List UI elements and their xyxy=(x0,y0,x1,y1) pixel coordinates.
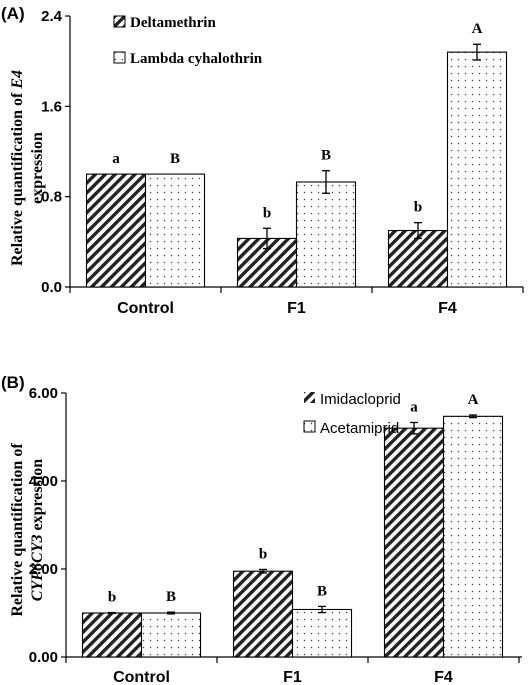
significance-letter: b xyxy=(414,200,422,216)
category-label-control: Control xyxy=(113,669,170,685)
legend-swatch-imidacloprid xyxy=(304,392,315,403)
bar-deltamethrin-control xyxy=(85,173,147,288)
y-tick-label: 2.4 xyxy=(41,8,63,25)
bar-imidacloprid-f4 xyxy=(383,427,445,658)
significance-letter: a xyxy=(112,151,120,167)
category-label-control: Control xyxy=(117,300,174,317)
legend-label-acetamiprid: Acetamiprid xyxy=(320,420,399,437)
bar-imidacloprid-f1 xyxy=(232,570,294,658)
y-tick-label: 0.00 xyxy=(29,649,58,666)
significance-letter: b xyxy=(108,590,116,606)
panel-b-legend: Imidacloprid Acetamiprid xyxy=(303,391,401,437)
bar-lambda-cyhalothrin-f1 xyxy=(295,181,357,288)
panel-b-ylabel-line2: CYP6CY3 expression xyxy=(29,459,46,601)
panel-a: (A) Relative quantification of E4 expres… xyxy=(1,4,524,317)
y-tick-label: 4.00 xyxy=(29,473,58,490)
significance-letter: B xyxy=(321,148,331,164)
bar-acetamiprid-f1 xyxy=(291,608,353,658)
category-label-f4: F4 xyxy=(434,669,453,685)
panel-b: (B) Relative quantification of CYP6CY3 e… xyxy=(1,373,522,685)
legend-swatch-deltamethrin xyxy=(113,15,126,28)
legend-swatch-lambda-cyhalothrin xyxy=(113,51,126,64)
legend-swatch-acetamiprid xyxy=(303,420,316,433)
bar-deltamethrin-f4 xyxy=(387,229,449,288)
significance-letter: a xyxy=(410,399,418,415)
category-label-f1: F1 xyxy=(287,300,306,317)
significance-letter: b xyxy=(263,205,271,221)
bar-acetamiprid-f4 xyxy=(442,415,504,658)
panel-a-plot: 0.0 0.8 1.6 2.4 a B Control b B F1 b A F4 xyxy=(41,8,524,317)
y-tick-label: 0.8 xyxy=(41,189,62,206)
panel-b-plot: 0.00 2.00 4.00 6.00 b B Control b B F1 a A F4 xyxy=(29,385,522,685)
panel-b-label: (B) xyxy=(1,373,25,392)
significance-letter: B xyxy=(170,151,180,167)
y-tick-label: 1.6 xyxy=(41,98,62,115)
category-label-f1: F1 xyxy=(283,669,302,685)
legend-label-imidacloprid: Imidacloprid xyxy=(320,391,401,408)
bar-lambda-cyhalothrin-control xyxy=(144,173,206,288)
significance-letter: A xyxy=(472,21,483,37)
panel-b-ylabel: Relative quantification of xyxy=(9,443,26,617)
bar-imidacloprid-control xyxy=(81,612,143,658)
significance-letter: B xyxy=(166,589,176,605)
panel-a-ylabel: Relative quantification of E4 xyxy=(9,70,26,266)
panel-a-legend: Deltamethrin Lambda cyhalothrin xyxy=(113,15,263,67)
significance-letter: B xyxy=(317,583,327,599)
bar-acetamiprid-control xyxy=(140,612,202,658)
legend-label-lambda-cyhalothrin: Lambda cyhalothrin xyxy=(130,51,263,67)
y-tick-label: 0.0 xyxy=(41,279,62,296)
panel-a-label: (A) xyxy=(1,4,25,23)
bar-lambda-cyhalothrin-f4 xyxy=(446,51,508,288)
legend-label-deltamethrin: Deltamethrin xyxy=(130,15,216,31)
significance-letter: A xyxy=(468,392,479,408)
y-tick-label: 6.00 xyxy=(29,385,58,402)
y-tick-label: 2.00 xyxy=(29,561,58,578)
category-label-f4: F4 xyxy=(438,300,457,317)
significance-letter: b xyxy=(259,546,267,562)
panel-a-ylabel-line2: expression xyxy=(29,132,46,204)
